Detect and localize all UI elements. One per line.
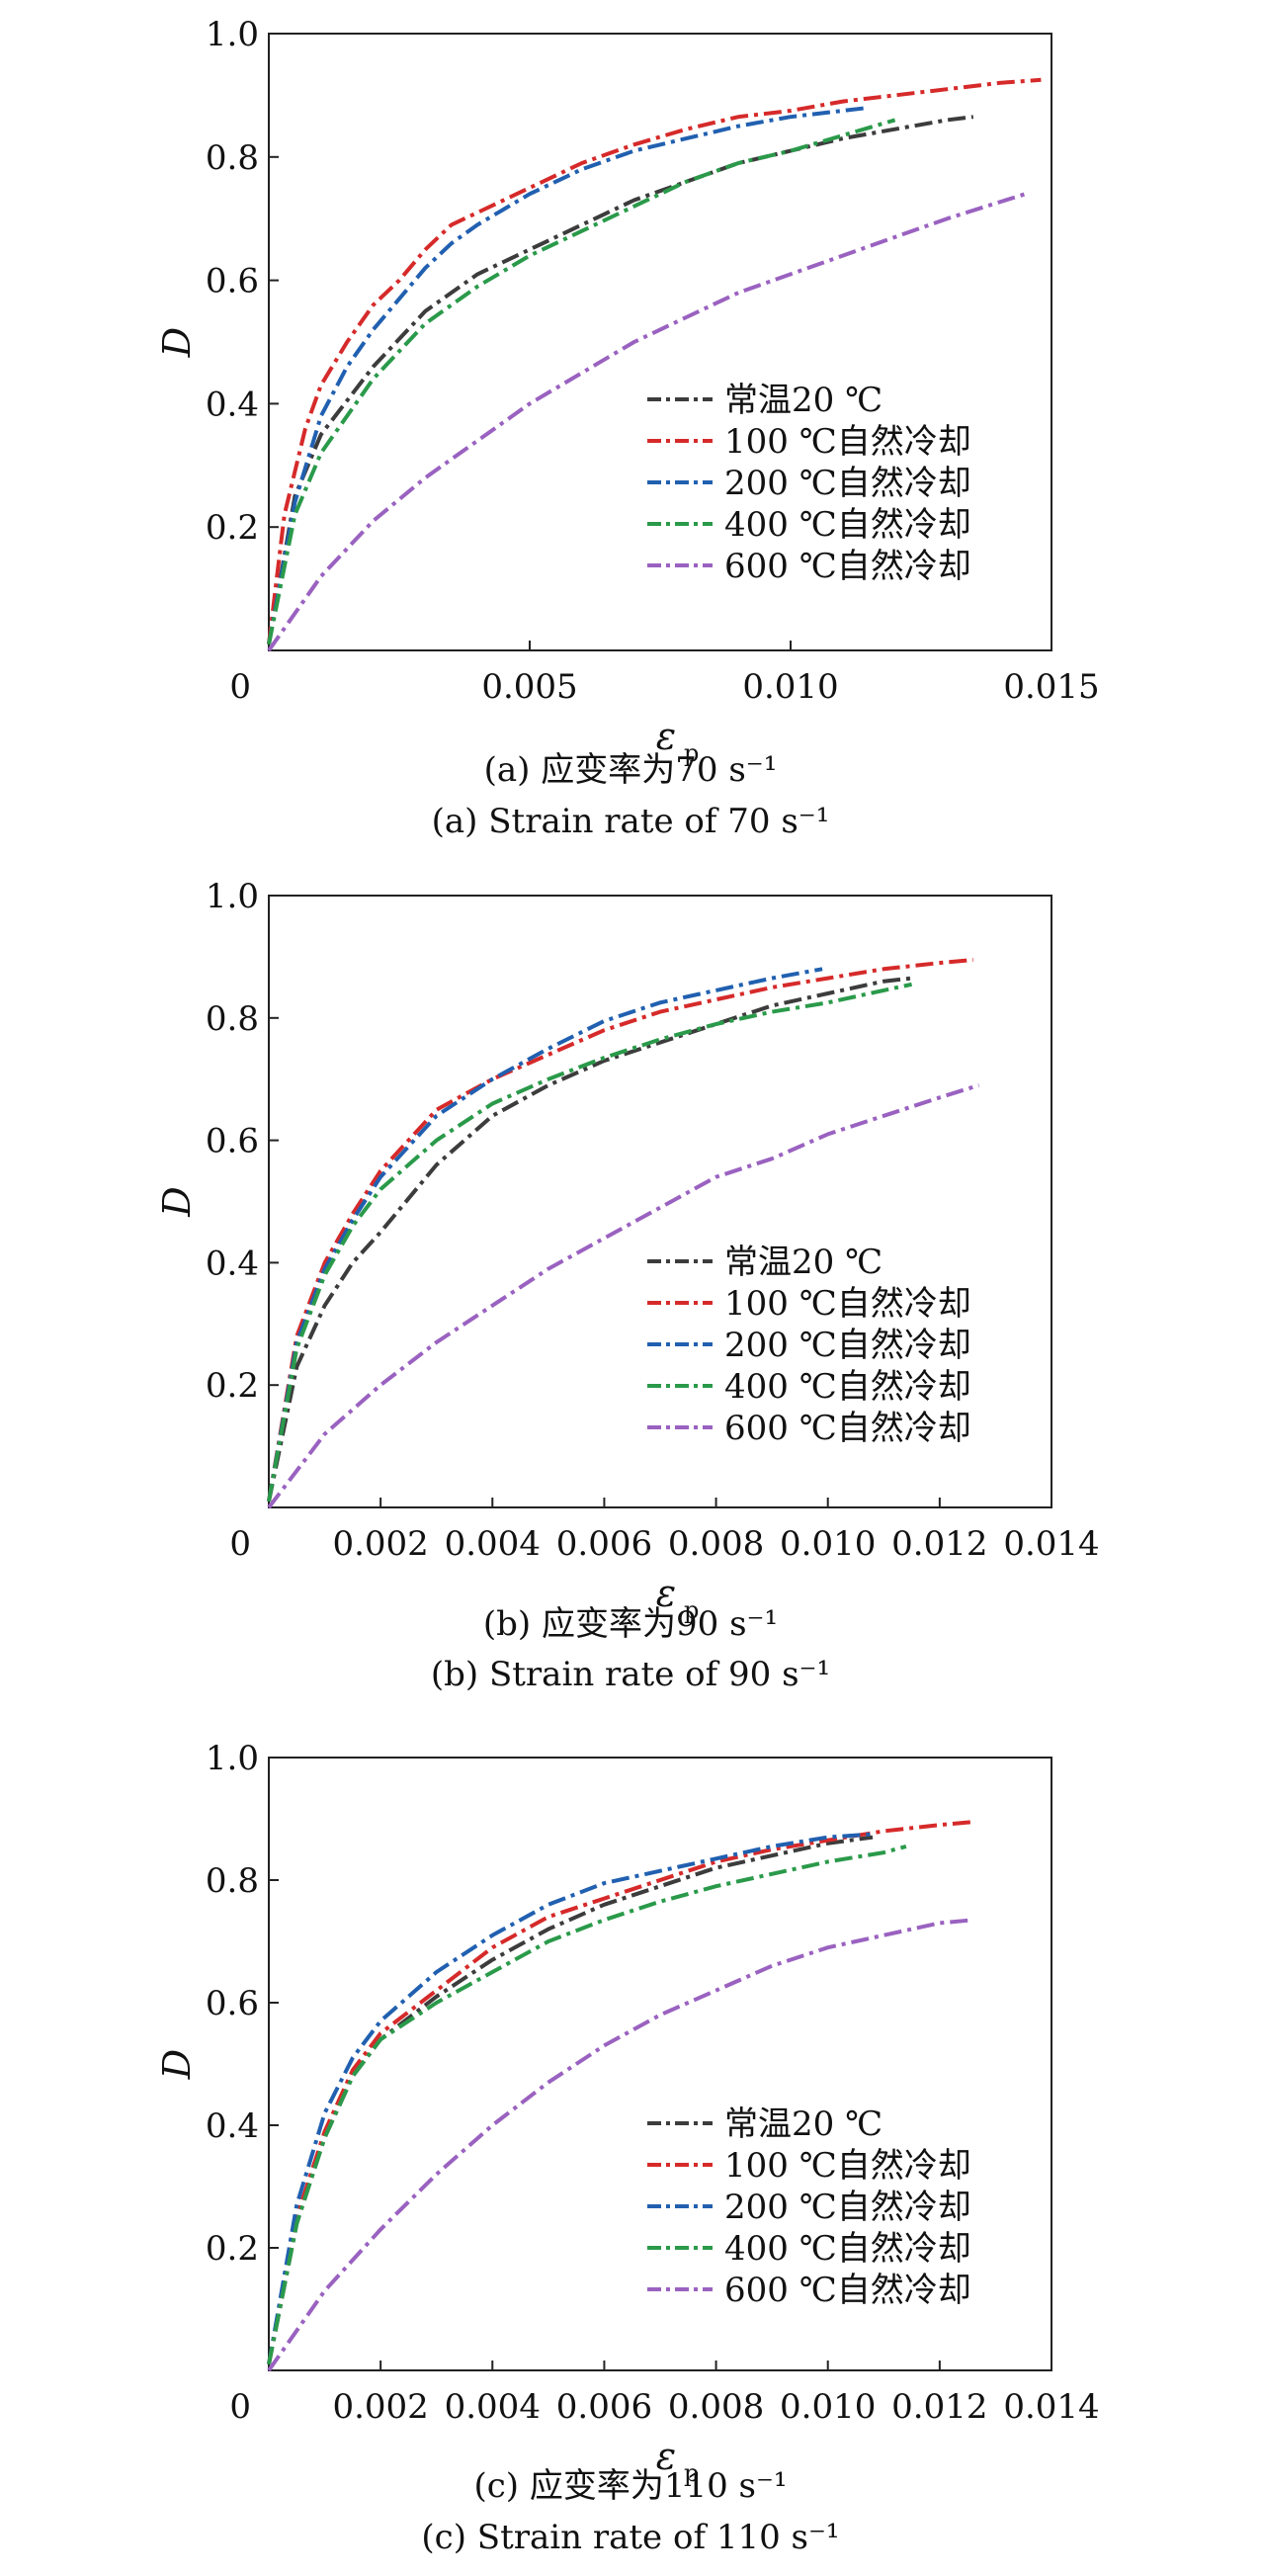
x-axis-title-subscript: p (684, 1596, 699, 1624)
x-tick-label: 0.010 (742, 667, 838, 707)
x-tick-label: 0.002 (332, 1524, 428, 1564)
series-line-3 (267, 118, 896, 645)
legend-label: 600 ℃自然冷却 (724, 2271, 971, 2310)
y-tick-label: 0.2 (206, 2229, 259, 2269)
series-line-1 (267, 77, 1042, 645)
chart-panel-a: 0.2 0.4 0.6 0.8 1.0 0 0.005 0.010 0.015 Dε p 常温20 ℃… (155, 15, 1100, 841)
legend-label: 200 ℃自然冷却 (724, 464, 971, 503)
series-line-4 (267, 1918, 973, 2372)
caption-en: (c) Strain rate of 110 s⁻¹ (421, 2518, 839, 2557)
y-tick-label: 0.8 (206, 1861, 259, 1901)
series-line-4 (267, 192, 1027, 652)
legend-label: 400 ℃自然冷却 (724, 1367, 971, 1407)
legend-label: 600 ℃自然冷却 (724, 547, 971, 586)
x-tick-label: 0.008 (668, 2387, 764, 2427)
plot-frame (268, 895, 1052, 1508)
x-tick-label: 0 (229, 667, 251, 707)
x-axis-title: ε (656, 1572, 676, 1615)
y-axis-title: D (155, 2049, 199, 2080)
x-axis-title-subscript: p (684, 2459, 699, 2487)
legend-label: 200 ℃自然冷却 (724, 1326, 971, 1365)
x-tick-label: 0.010 (780, 2387, 876, 2427)
y-tick-label: 0.2 (206, 1366, 259, 1406)
y-tick-label: 0.8 (206, 138, 259, 178)
y-axis-title: D (155, 1186, 199, 1217)
caption-cn: (c) 应变率为110 s⁻¹ (473, 2466, 787, 2506)
y-tick-label: 1.0 (206, 877, 259, 916)
legend-label: 100 ℃自然冷却 (724, 2146, 971, 2186)
y-tick-label: 0.2 (206, 508, 259, 548)
y-tick-label: 0.4 (206, 2106, 259, 2146)
y-axis-title: D (155, 327, 199, 358)
series-line-3 (267, 982, 913, 1503)
legend-label: 400 ℃自然冷却 (724, 2229, 971, 2269)
series-line-4 (267, 1082, 980, 1509)
series-line-0 (267, 115, 974, 645)
legend-label: 400 ℃自然冷却 (724, 505, 971, 545)
series-line-1 (267, 958, 973, 1503)
x-tick-label: 0.014 (1003, 2387, 1099, 2427)
x-axis-title-subscript: p (684, 739, 699, 767)
y-tick-label: 0.4 (206, 385, 259, 424)
x-tick-label: 0.006 (556, 1524, 652, 1564)
x-tick-label: 0.014 (1003, 1524, 1099, 1564)
y-tick-label: 1.0 (206, 15, 259, 54)
y-tick-label: 1.0 (206, 1739, 259, 1778)
legend-label: 100 ℃自然冷却 (724, 422, 971, 462)
x-tick-label: 0.006 (556, 2387, 652, 2427)
x-axis-title: ε (656, 715, 676, 758)
x-tick-label: 0.005 (481, 667, 577, 707)
series-line-2 (267, 967, 823, 1503)
y-tick-label: 0.4 (206, 1244, 259, 1283)
x-tick-label: 0.004 (445, 2387, 541, 2427)
x-tick-label: 0.012 (891, 1524, 987, 1564)
caption-en: (a) Strain rate of 70 s⁻¹ (432, 802, 830, 841)
caption-cn: (a) 应变率为70 s⁻¹ (484, 750, 778, 790)
x-tick-label: 0.004 (445, 1524, 541, 1564)
x-tick-label: 0.010 (780, 1524, 876, 1564)
series-line-2 (267, 1832, 874, 2365)
x-tick-label: 0.015 (1003, 667, 1099, 707)
plot-frame (268, 1757, 1052, 2371)
x-tick-label: 0 (229, 2387, 251, 2427)
chart-panel-c: 0.2 0.4 0.6 0.8 1.0 0 0.002 0.004 0.006 0.008 0.01… (155, 1739, 1100, 2557)
y-tick-label: 0.6 (206, 1122, 259, 1161)
x-axis-title: ε (656, 2435, 676, 2478)
y-tick-label: 0.8 (206, 999, 259, 1039)
legend-label: 200 ℃自然冷却 (724, 2188, 971, 2227)
y-tick-label: 0.6 (206, 1984, 259, 2023)
caption-en: (b) Strain rate of 90 s⁻¹ (431, 1655, 830, 1694)
x-tick-label: 0.008 (668, 1524, 764, 1564)
x-tick-label: 0 (229, 1524, 251, 1564)
y-tick-label: 0.6 (206, 262, 259, 301)
legend-label: 600 ℃自然冷却 (724, 1409, 971, 1448)
legend-label: 常温20 ℃ (724, 381, 883, 420)
x-tick-label: 0.002 (332, 2387, 428, 2427)
legend-label: 常温20 ℃ (724, 2104, 883, 2144)
plot-frame (268, 33, 1052, 651)
x-tick-label: 0.012 (891, 2387, 987, 2427)
series-line-0 (267, 976, 912, 1503)
caption-cn: (b) 应变率为90 s⁻¹ (483, 1604, 778, 1644)
legend-label: 常温20 ℃ (724, 1243, 883, 1282)
series-line-2 (267, 105, 870, 645)
series-line-3 (267, 1844, 907, 2365)
chart-panel-b: 0.2 0.4 0.6 0.8 1.0 0 0.002 0.004 0.006 0.008 0.01… (155, 877, 1100, 1694)
legend-label: 100 ℃自然冷却 (724, 1284, 971, 1324)
